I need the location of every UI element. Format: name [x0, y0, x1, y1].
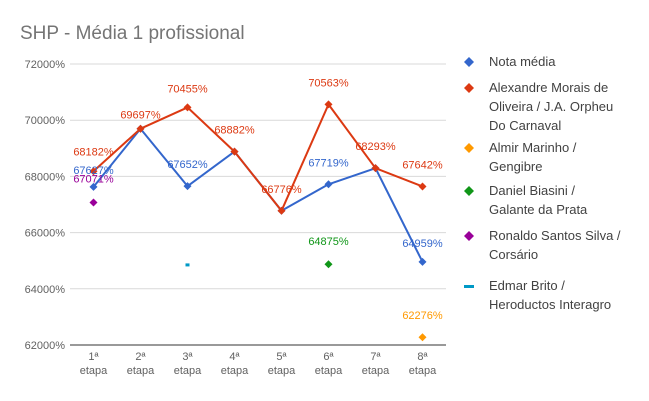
- series-line-segment: [233, 150, 283, 212]
- series-line-segment: [92, 127, 142, 173]
- data-point: [324, 260, 333, 269]
- series-line-segment: [327, 103, 377, 169]
- series-line-segment: [92, 128, 142, 188]
- data-label: 67652%: [167, 159, 208, 171]
- data-label: 70563%: [308, 77, 349, 89]
- data-point: [183, 103, 192, 112]
- chart-title: SHP - Média 1 profissional: [20, 23, 245, 44]
- data-point: [418, 333, 427, 342]
- data-label: 67071%: [73, 174, 114, 186]
- data-point: [89, 182, 98, 191]
- legend-entry: Daniel Biasini / Galante da Prata: [489, 183, 588, 217]
- x-tick-label: 3ª etapa: [174, 351, 202, 377]
- series-line-segment: [328, 167, 376, 186]
- data-label: 70455%: [167, 83, 208, 95]
- x-tick-label: 8ª etapa: [409, 351, 437, 377]
- legend-entry: Alexandre Morais de Oliveira / J.A. Orphe…: [489, 80, 613, 133]
- legend-marker: [464, 186, 474, 196]
- legend-marker: [464, 285, 474, 288]
- data-point: [277, 206, 286, 215]
- x-axis: 1ª etapa 2ª etapa 3ª etapa 4ª etapa 5ª etapa 6ª eta…: [80, 351, 437, 377]
- series-line-segment: [186, 150, 236, 187]
- legend-marker: [464, 231, 474, 241]
- legend-marker: [464, 143, 474, 153]
- data-label: 64959%: [402, 238, 443, 250]
- data-point: [371, 164, 380, 173]
- x-tick-label: 2ª etapa: [127, 351, 155, 377]
- data-label: 67719%: [308, 157, 349, 169]
- data-point: [183, 182, 192, 191]
- y-tick-label: 72000%: [25, 59, 66, 71]
- data-point: [185, 263, 190, 267]
- data-point: [136, 124, 145, 133]
- y-tick-label: 62000%: [25, 340, 66, 352]
- data-point: [89, 198, 98, 207]
- data-point: [418, 182, 427, 191]
- series-line-segment: [375, 167, 423, 188]
- legend-entry: Almir Marinho / Gengibre: [489, 140, 577, 174]
- data-label: 68293%: [355, 141, 396, 153]
- x-tick-label: 5ª etapa: [268, 351, 296, 377]
- legend: Nota média Alexandre Morais de Oliveira / …: [464, 54, 621, 312]
- series-lines: [92, 103, 424, 263]
- y-tick-label: 66000%: [25, 228, 66, 240]
- y-tick-label: 64000%: [25, 284, 66, 296]
- data-label: 69697%: [120, 110, 161, 122]
- series-line-segment: [186, 106, 236, 153]
- gridlines: [70, 63, 446, 346]
- y-tick-label: 70000%: [25, 115, 66, 127]
- data-label: 68882%: [214, 125, 255, 137]
- legend-entry: Edmar Brito / Heroductos Interagro: [489, 278, 611, 312]
- legend-entry: Ronaldo Santos Silva / Corsário: [489, 228, 621, 262]
- x-tick-label: 1ª etapa: [80, 351, 108, 377]
- data-point: [324, 100, 333, 109]
- x-tick-label: 4ª etapa: [221, 351, 249, 377]
- data-point: [418, 257, 427, 266]
- data-point: [324, 180, 333, 189]
- data-labels: 67627% 67652% 67719% 64959% 68182% 69697% 7045…: [73, 77, 443, 322]
- legend-entry: Nota média: [489, 54, 556, 69]
- data-label: 66776%: [261, 184, 302, 196]
- data-label: 64875%: [308, 236, 349, 248]
- series-line-segment: [139, 128, 189, 187]
- series-markers: [89, 100, 427, 342]
- legend-marker: [464, 83, 474, 93]
- series-line-segment: [374, 167, 424, 263]
- data-label: 67627%: [73, 165, 114, 177]
- series-line-segment: [281, 183, 329, 212]
- data-label: 68182%: [73, 146, 114, 158]
- x-tick-label: 6ª etapa: [315, 351, 343, 377]
- x-tick-label: 7ª etapa: [362, 351, 390, 377]
- data-point: [230, 147, 239, 156]
- data-label: 67642%: [402, 159, 443, 171]
- data-point: [89, 167, 98, 176]
- series-line-segment: [140, 106, 188, 130]
- legend-marker: [464, 57, 474, 67]
- data-label: 62276%: [402, 310, 443, 322]
- y-tick-label: 68000%: [25, 171, 66, 183]
- y-axis: 72000% 70000% 68000% 66000% 64000% 62000%: [25, 59, 66, 352]
- series-line-segment: [280, 103, 330, 212]
